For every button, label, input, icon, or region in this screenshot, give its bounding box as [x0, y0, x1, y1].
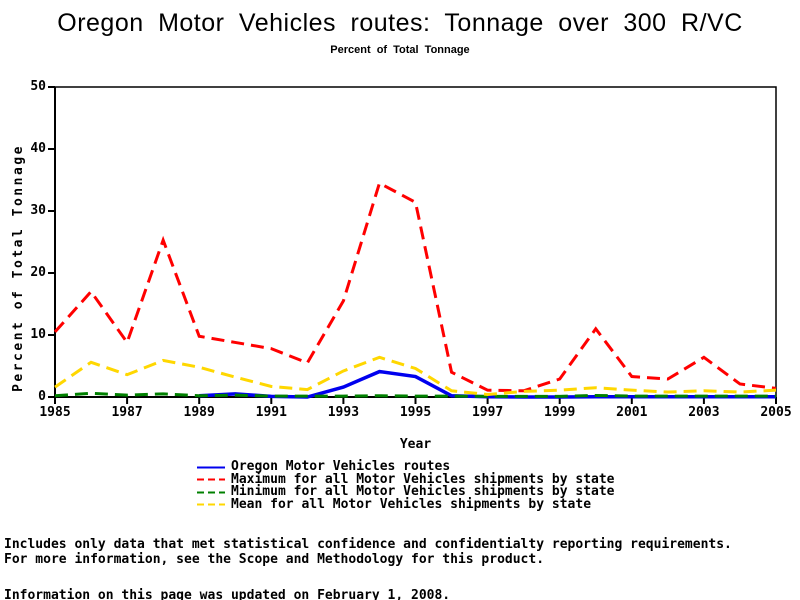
x-tick-label: 1985: [39, 405, 71, 420]
legend-label: Minimum for all Motor Vehicles shipments…: [231, 484, 615, 500]
x-tick-label: 1995: [399, 405, 432, 420]
updated-note: Information on this page was updated on …: [4, 588, 451, 600]
legend-label: Oregon Motor Vehicles routes: [231, 459, 451, 475]
y-tick-label: 50: [30, 79, 46, 94]
legend: Oregon Motor Vehicles routes Maximum for …: [197, 459, 615, 512]
x-tick-label: 1987: [111, 405, 143, 420]
series-line-3: [54, 355, 777, 397]
y-tick-label: 30: [30, 203, 46, 218]
plot-area: [48, 86, 777, 404]
x-tick-label: 1989: [183, 405, 215, 420]
y-tick-label: 0: [38, 389, 46, 404]
y-tick-label: 10: [30, 327, 46, 342]
x-tick-label: 1997: [471, 405, 504, 420]
chart-title: Oregon Motor Vehicles routes: Tonnage ov…: [57, 9, 743, 37]
x-axis-title: Year: [399, 437, 432, 452]
plot-frame: [55, 86, 777, 397]
x-tick-label: 1993: [327, 405, 360, 420]
chart-subtitle: Percent of Total Tonnage: [330, 44, 470, 56]
legend-line-swatch: [197, 478, 225, 481]
legend-line-swatch: [197, 466, 225, 469]
legend-label: Maximum for all Motor Vehicles shipments…: [231, 471, 615, 487]
y-tick-label: 20: [30, 265, 46, 280]
legend-row: Maximum for all Motor Vehicles shipments…: [197, 471, 615, 487]
x-tick-label: 1991: [255, 405, 287, 420]
footnote-line-1: Includes only data that met statistical …: [4, 537, 732, 552]
series-line-2: [54, 391, 776, 398]
x-tick-label: 2005: [760, 405, 792, 420]
legend-row: Minimum for all Motor Vehicles shipments…: [197, 484, 615, 500]
series-line-1: [53, 180, 777, 393]
x-tick-label: 2001: [616, 405, 648, 420]
x-tick-label: 1999: [544, 405, 576, 420]
y-tick-label: 40: [30, 141, 46, 156]
legend-row: Mean for all Motor Vehicles shipments by…: [197, 496, 615, 512]
footnote-line-2: For more information, see the Scope and …: [4, 552, 545, 567]
legend-row: Oregon Motor Vehicles routes: [197, 459, 615, 475]
legend-line-swatch: [197, 491, 225, 494]
x-tick-label: 2003: [688, 405, 720, 420]
legend-label: Mean for all Motor Vehicles shipments by…: [231, 496, 592, 512]
legend-line-swatch: [197, 503, 225, 506]
